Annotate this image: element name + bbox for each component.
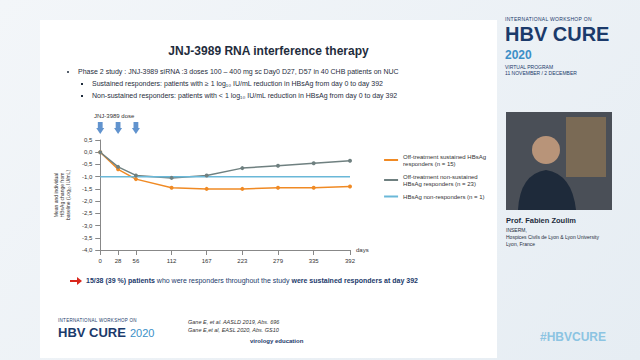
svg-text:JNJ-3989 dose: JNJ-3989 dose	[94, 113, 135, 119]
html-text:HBV CURE 2020: HBV CURE 2020	[58, 325, 155, 340]
svg-text:223: 223	[237, 258, 248, 264]
svg-text:-4,0: -4,0	[82, 247, 93, 253]
html-text:INTERNATIONAL WORKSHOP ON: INTERNATIONAL WORKSHOP ON	[505, 16, 592, 22]
svg-text:167: 167	[202, 258, 213, 264]
html-text:11 NOVEMBER / 2 DECEMBER: 11 NOVEMBER / 2 DECEMBER	[505, 70, 577, 76]
svg-text:0,0: 0,0	[84, 149, 93, 155]
svg-text:HBsAg change from: HBsAg change from	[59, 172, 65, 218]
html-text:15/38 (39 %) patients who were: 15/38 (39 %) patients who were responder…	[86, 277, 418, 284]
svg-text:0,5: 0,5	[84, 137, 93, 143]
svg-text:279: 279	[273, 258, 284, 264]
html-text:Prof. Fabien Zoulim: Prof. Fabien Zoulim	[506, 216, 576, 225]
html-text:HBV CURE: HBV CURE	[505, 23, 610, 45]
html-text:Gane E, et al. AASLD 2019, Abs: Gane E, et al. AASLD 2019, Abs. 696	[188, 319, 280, 325]
svg-text:days: days	[356, 247, 369, 253]
svg-text:-0,5: -0,5	[82, 161, 93, 167]
html-text:Non-sustained responders: pati: Non-sustained responders: patients with …	[92, 92, 398, 99]
svg-text:HBsAg responders (n = 23): HBsAg responders (n = 23)	[403, 181, 476, 187]
svg-text:-3,0: -3,0	[82, 223, 93, 229]
html-text:Phase 2 study : JNJ-3989 siRNA: Phase 2 study : JNJ-3989 siRNA :3 doses …	[78, 68, 399, 75]
svg-text:335: 335	[309, 258, 320, 264]
svg-text:-1,5: -1,5	[82, 186, 93, 192]
svg-text:HBsAg non-responders (n = 1): HBsAg non-responders (n = 1)	[403, 194, 485, 200]
html-text:Sustained responders: patients: Sustained responders: patients with ≥ 1 …	[92, 80, 383, 87]
svg-text:Off-treatment non-sustained: Off-treatment non-sustained	[403, 174, 478, 180]
svg-text:-2,5: -2,5	[82, 210, 93, 216]
html-text:#HBVCURE: #HBVCURE	[540, 330, 606, 344]
html-text:VIRTUAL PROGRAM: VIRTUAL PROGRAM	[505, 64, 554, 70]
svg-text:-3,5: -3,5	[82, 235, 93, 241]
svg-text:112: 112	[167, 258, 177, 264]
html-text:virology education: virology education	[250, 338, 304, 344]
html-text:Hospices Civils de Lyon & Lyon: Hospices Civils de Lyon & Lyon Universit…	[506, 234, 599, 240]
svg-text:Mean and individual: Mean and individual	[53, 172, 59, 218]
svg-text:-2,0: -2,0	[82, 198, 93, 204]
svg-text:28: 28	[115, 258, 122, 264]
svg-text:392: 392	[345, 258, 356, 264]
svg-text:56: 56	[133, 258, 140, 264]
html-text:2020: 2020	[505, 48, 532, 62]
svg-text:Off-treatment sustained HBsAg: Off-treatment sustained HBsAg	[403, 154, 486, 160]
html-text:Lyon, France: Lyon, France	[506, 241, 535, 247]
svg-text:0: 0	[99, 258, 103, 264]
svg-text:-1,0: -1,0	[82, 174, 93, 180]
html-text:Gane E,et al, EASL 2020, Abs.: Gane E,et al, EASL 2020, Abs. GS10	[188, 327, 279, 333]
html-text:INTERNATIONAL WORKSHOP ON: INTERNATIONAL WORKSHOP ON	[58, 318, 137, 323]
html-text:JNJ-3989 RNA interference ther: JNJ-3989 RNA interference therapy	[168, 44, 369, 58]
svg-text:baseline (Log₁₀ IU/mL): baseline (Log₁₀ IU/mL)	[65, 170, 71, 221]
svg-text:responders (n = 15): responders (n = 15)	[403, 161, 456, 167]
html-text:INSERM,: INSERM,	[506, 227, 527, 233]
